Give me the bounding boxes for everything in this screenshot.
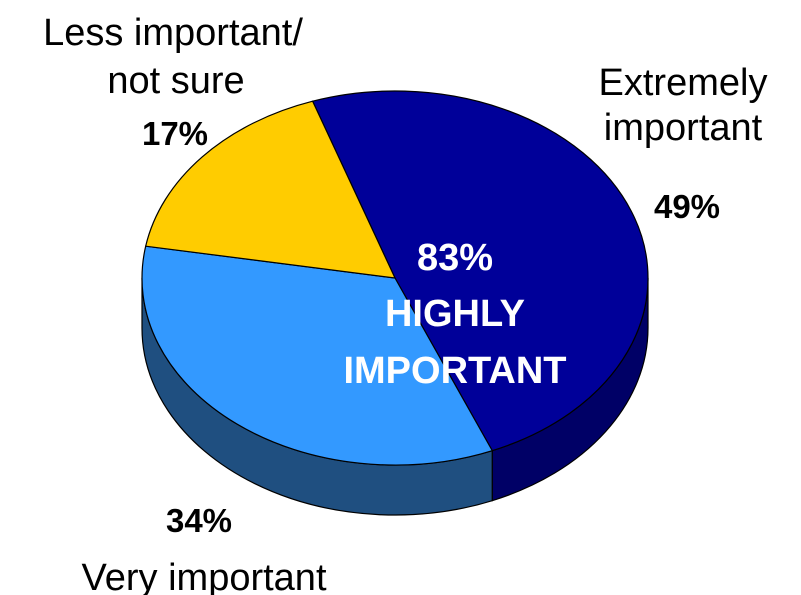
pie-slice-2 [144,100,397,279]
center-annotation-line3: IMPORTANT [343,350,566,392]
label-less-important-line2: not sure [107,60,244,102]
value-label-very-important: 34% [166,502,232,539]
label-very-important: Very important [82,557,327,595]
pie-slice-0 [311,90,649,452]
center-annotation-line2: HIGHLY [385,293,525,335]
label-extremely-important-line2: important [604,107,763,149]
label-extremely-important-line1: Extremely [599,62,768,104]
pie-slices [141,90,649,516]
center-annotation-line1: 83% [417,237,493,279]
value-label-less-important: 17% [142,115,208,152]
value-label-extremely-important: 49% [654,188,720,225]
label-less-important-line1: Less important/ [43,12,303,54]
pie-slice-1 [141,245,494,466]
